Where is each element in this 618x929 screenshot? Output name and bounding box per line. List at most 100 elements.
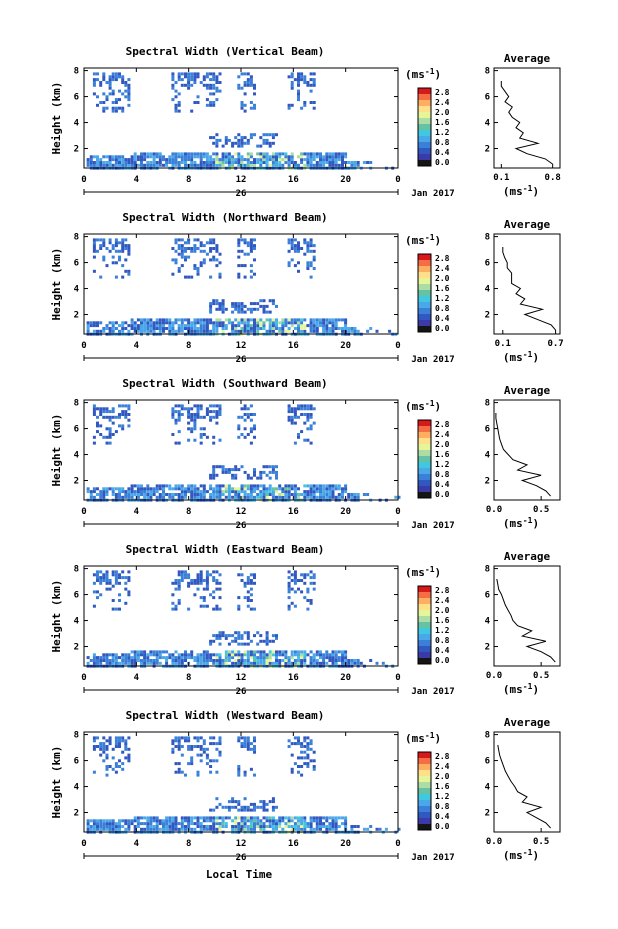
heatmap-cell — [253, 825, 256, 828]
heatmap-cell — [152, 329, 156, 333]
heatmap-cell — [312, 81, 316, 84]
heatmap-cell — [152, 825, 156, 828]
heatmap-cell — [202, 653, 206, 657]
heatmap-cell — [243, 659, 247, 662]
heatmap-cell — [184, 739, 187, 743]
heatmap-cell — [202, 244, 206, 248]
heatmap-cell — [114, 581, 118, 585]
heatmap-cell — [99, 329, 103, 333]
heatmap-cell — [287, 103, 291, 107]
heatmap-cell — [249, 302, 253, 306]
heatmap-cell — [190, 430, 194, 434]
heatmap-cell — [221, 163, 225, 167]
heatmap-cell — [312, 827, 316, 831]
colorbar-tick-label: 1.2 — [435, 294, 450, 303]
heatmap-cell — [334, 487, 338, 491]
heatmap-cell — [293, 822, 297, 826]
heatmap-cell — [243, 427, 247, 431]
heatmap-cell — [96, 415, 99, 419]
heatmap-cell — [224, 816, 228, 820]
heatmap-cell — [96, 736, 99, 740]
heatmap-cell — [158, 487, 162, 491]
heatmap-cell — [165, 484, 169, 488]
heatmap-cell — [353, 161, 357, 164]
heatmap-cell — [243, 304, 247, 308]
heatmap-cell — [249, 819, 253, 823]
heatmap-cell — [290, 407, 294, 411]
heatmap-cell — [287, 816, 291, 820]
heatmap-cell — [215, 75, 219, 79]
colorbar-tick-label: 1.6 — [435, 616, 450, 625]
heatmap-cell — [315, 329, 319, 333]
heatmap-cell — [265, 825, 269, 828]
heatmap-cell — [190, 653, 194, 657]
heatmap-cell — [309, 152, 313, 156]
heatmap-cell — [227, 642, 231, 646]
heatmap-cell — [136, 659, 140, 662]
heatmap-cell — [111, 72, 115, 76]
heatmap-cell — [309, 493, 313, 496]
heatmap-cell — [253, 329, 256, 333]
colorbar-swatch — [418, 480, 431, 487]
heatmap-cell — [121, 275, 125, 279]
heatmap-cell — [209, 410, 213, 414]
heatmap-cell — [143, 155, 147, 159]
heatmap-cell — [331, 329, 335, 333]
heatmap-cell — [190, 487, 194, 491]
heatmap-cell — [253, 321, 256, 325]
heatmap-cell — [140, 163, 143, 167]
heatmap-cell — [199, 427, 203, 431]
heatmap-cell — [127, 92, 131, 96]
x-tick-label: 12 — [236, 673, 247, 683]
heatmap-cell — [231, 825, 235, 828]
heatmap-cell — [205, 410, 209, 414]
heatmap-cell — [212, 822, 216, 826]
heatmap-cell — [130, 487, 134, 491]
profile-line — [495, 413, 551, 497]
heatmap-cell — [215, 249, 219, 253]
heatmap-cell — [290, 247, 294, 250]
heatmap-cell — [309, 819, 313, 823]
heatmap-cell — [152, 819, 156, 823]
heatmap-cell — [215, 822, 219, 826]
heatmap-cell — [196, 656, 200, 660]
heatmap-cell — [215, 413, 219, 416]
heatmap-cell — [249, 747, 253, 751]
heatmap-cell — [249, 593, 253, 597]
heatmap-cell — [118, 72, 121, 76]
heatmap-cell — [111, 101, 115, 104]
heatmap-cell — [209, 258, 213, 262]
heatmap-cell — [344, 327, 348, 330]
heatmap-cell — [309, 89, 313, 93]
colorbar-swatch — [418, 136, 431, 143]
heatmap-cell — [243, 136, 247, 140]
heatmap-cell — [92, 745, 96, 748]
heatmap-cell — [328, 329, 332, 333]
heatmap-cell — [190, 321, 194, 325]
heatmap-cell — [177, 163, 181, 167]
heatmap-cell — [133, 661, 137, 665]
heatmap-cell — [218, 642, 222, 646]
heatmap-cell — [127, 570, 131, 574]
heatmap-cell — [140, 827, 143, 831]
colorbar-tick-label: 0.8 — [435, 304, 450, 313]
heatmap-cell — [243, 264, 247, 268]
heatmap-cell — [152, 161, 156, 164]
heatmap-cell — [127, 593, 131, 597]
profile-y-tick-label: 6 — [485, 93, 490, 103]
heatmap-cell — [278, 495, 282, 499]
heatmap-cell — [196, 822, 200, 826]
heatmap-cell — [143, 653, 147, 657]
heatmap-cell — [227, 470, 231, 474]
heatmap-cell — [319, 324, 322, 328]
heatmap-cell — [306, 83, 310, 87]
heatmap-cell — [124, 601, 128, 605]
heatmap-cell — [202, 493, 206, 496]
x-tick-label: 20 — [340, 175, 351, 185]
heatmap-cell — [102, 487, 106, 491]
heatmap-cell — [249, 476, 253, 480]
heatmap-cell — [275, 158, 278, 162]
heatmap-cell — [121, 413, 125, 416]
colorbar-tick-label: 1.2 — [435, 128, 450, 137]
heatmap-cell — [306, 825, 310, 828]
